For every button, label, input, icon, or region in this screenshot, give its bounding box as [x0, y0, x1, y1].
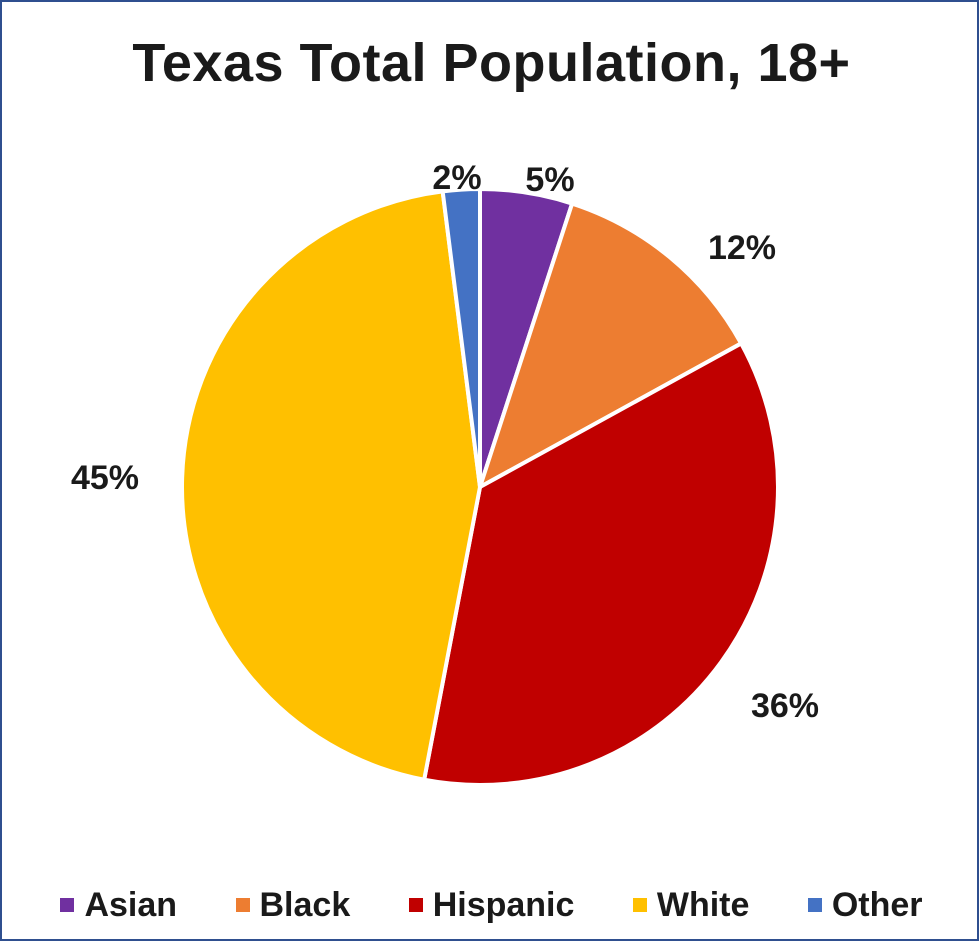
legend-label-asian: Asian	[84, 885, 178, 924]
legend-swatch-other	[807, 898, 822, 912]
legend-item-black: Black	[235, 885, 351, 925]
pie-slice-other	[440, 187, 482, 489]
legend-item-white: White	[632, 885, 750, 925]
pie-slice-hispanic	[422, 341, 780, 787]
pie-slices	[180, 187, 780, 787]
pie-slice-white	[180, 189, 482, 782]
legend-item-other: Other	[807, 885, 923, 925]
legend-label-hispanic: Hispanic	[432, 885, 575, 924]
legend-item-hispanic: Hispanic	[408, 885, 575, 925]
legend-swatch-black	[235, 898, 250, 912]
data-label-asian: 5%	[525, 161, 574, 199]
data-label-hispanic: 36%	[751, 687, 819, 725]
legend-label-black: Black	[259, 885, 351, 924]
data-label-white: 45%	[71, 459, 139, 497]
data-label-other: 2%	[432, 159, 481, 197]
pie-data-labels: 5% 12% 36% 45% 2%	[71, 159, 819, 725]
data-label-black: 12%	[708, 229, 776, 267]
legend-label-white: White	[656, 885, 750, 924]
pie-slice-black	[478, 201, 744, 489]
legend-item-asian: Asian	[60, 886, 177, 925]
legend-label-other: Other	[831, 885, 923, 924]
chart-title: Texas Total Population, 18+	[132, 33, 851, 93]
legend-swatch-asian	[60, 898, 75, 912]
legend-swatch-hispanic	[408, 898, 423, 912]
legend: Asian Black Hispanic White Other	[2, 880, 977, 930]
legend-swatch-white	[632, 898, 647, 912]
